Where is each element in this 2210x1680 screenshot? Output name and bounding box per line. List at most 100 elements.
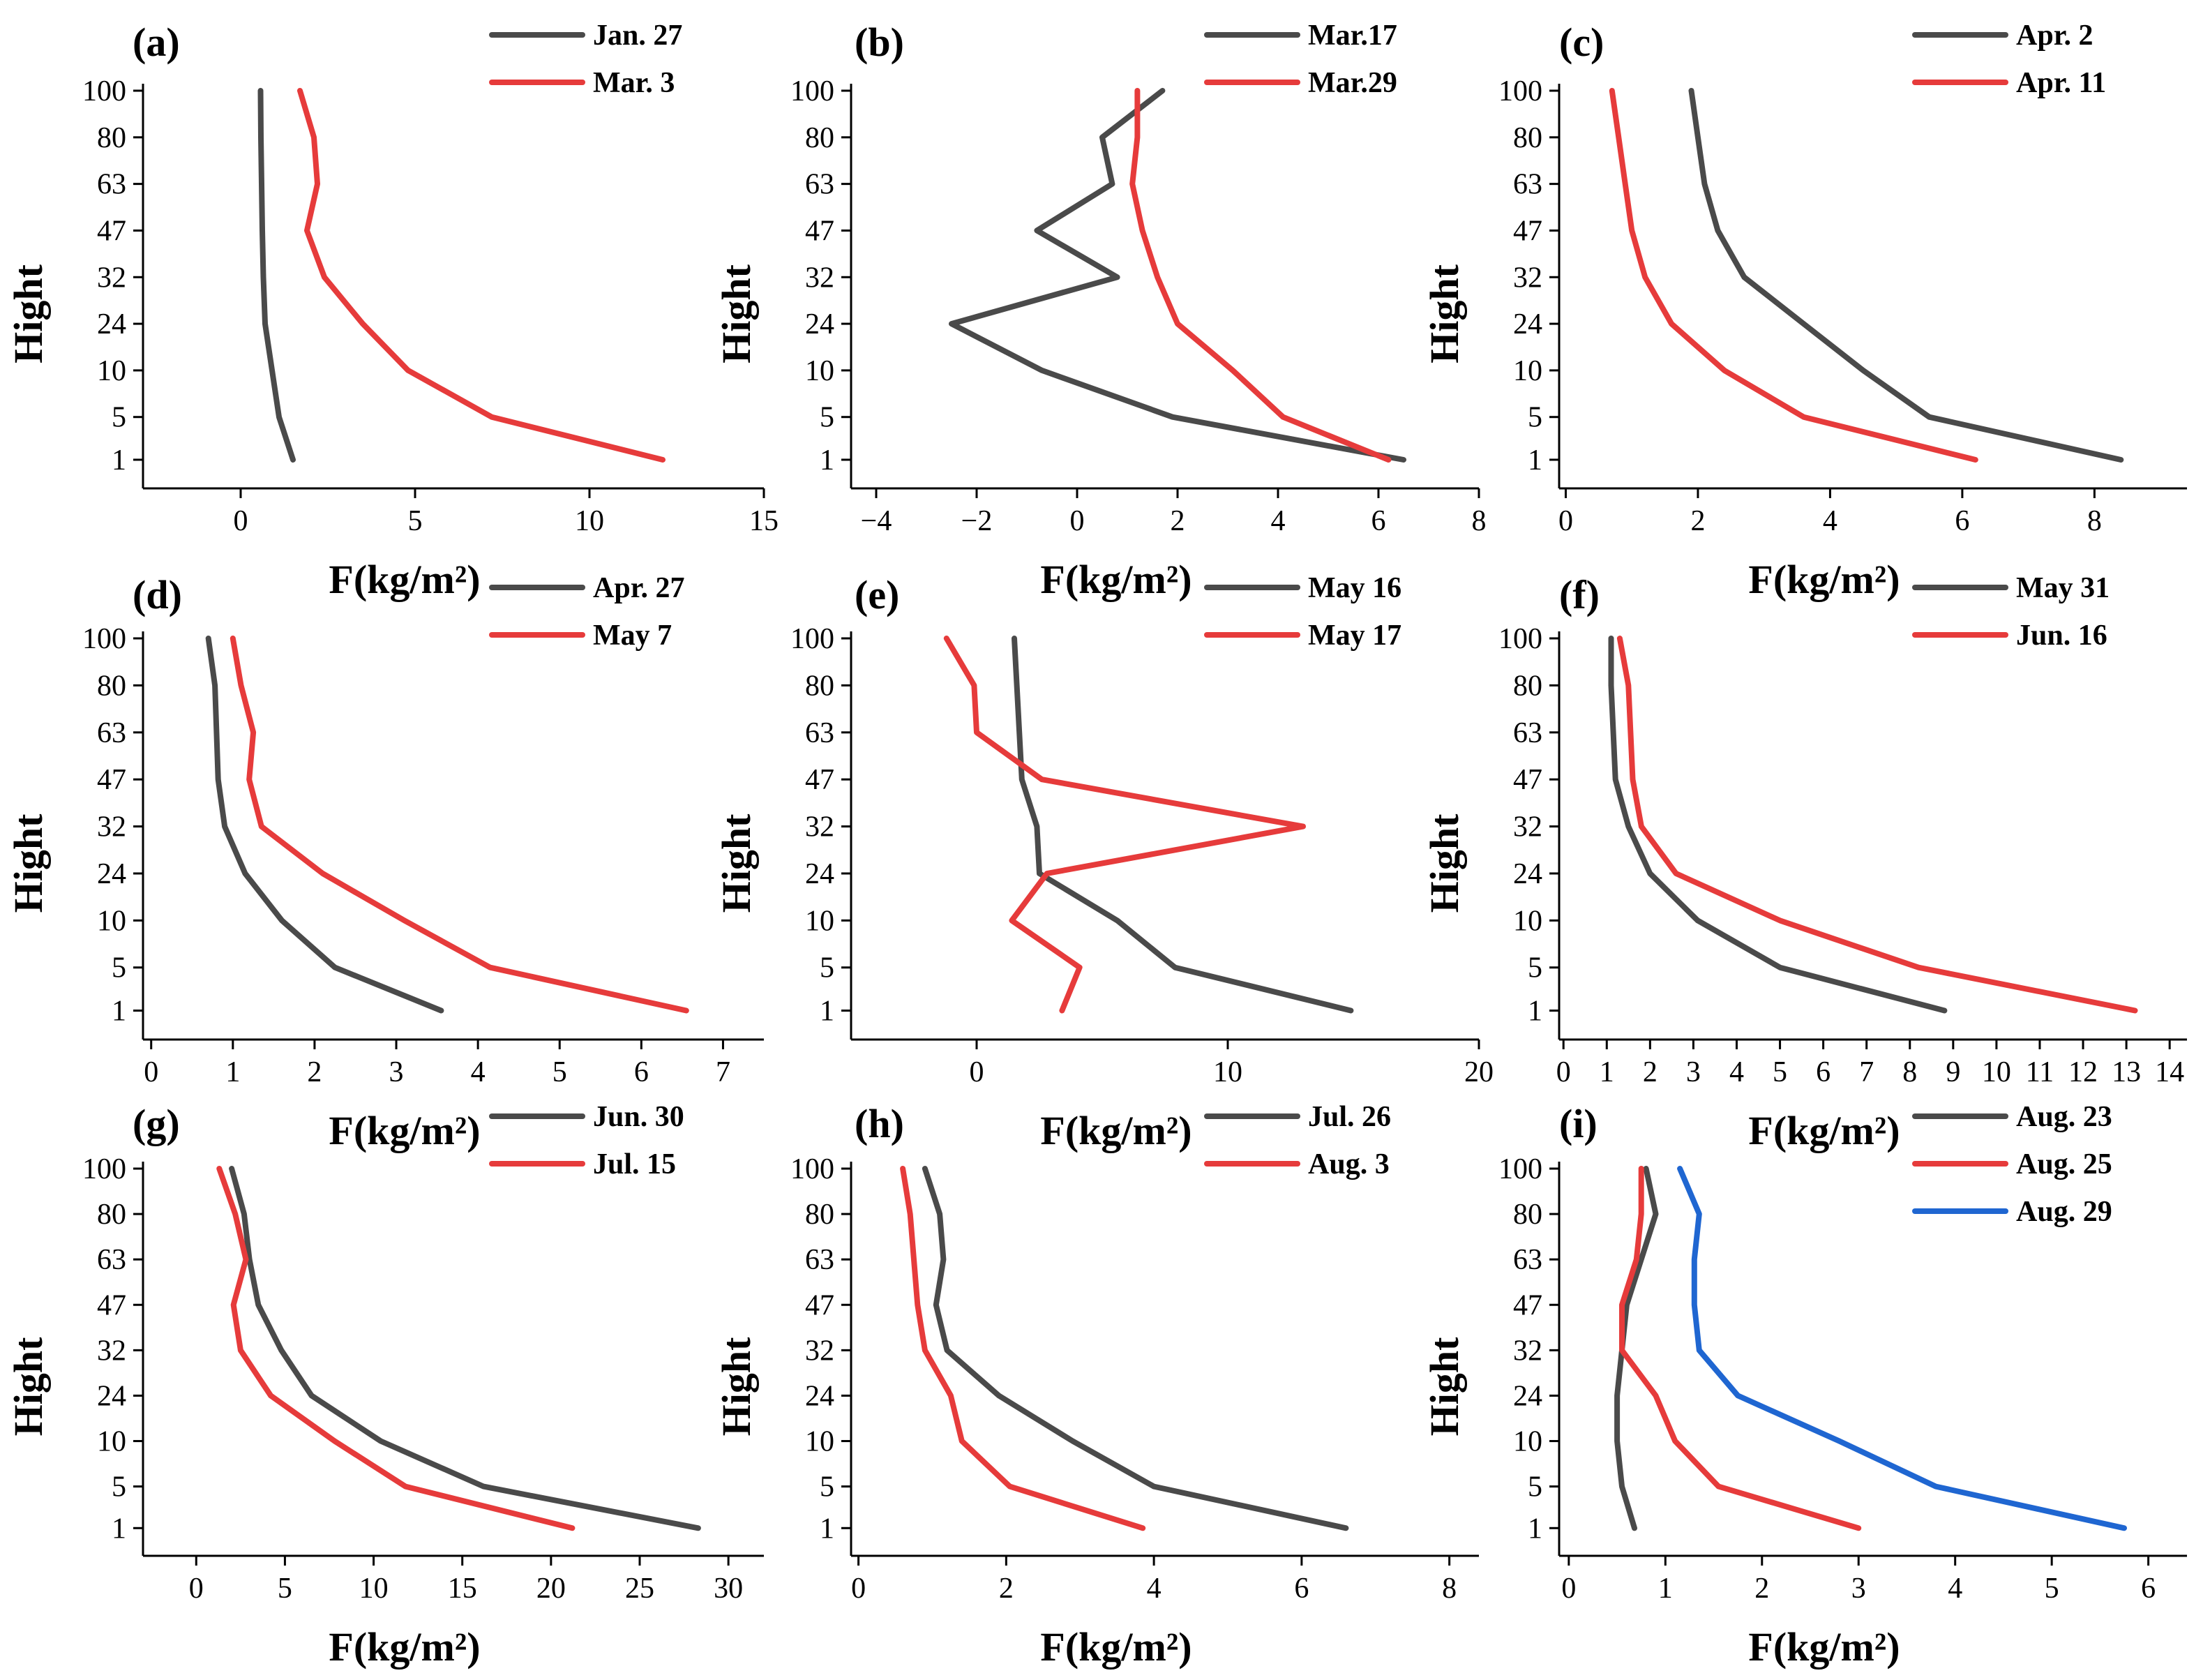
series-line-2 [230,636,689,1014]
y-tick-label: 80 [1513,122,1542,154]
x-tick-label: 10 [1982,1056,2011,1088]
y-tick-label: 100 [1498,1153,1542,1185]
x-tick-label: 3 [1686,1056,1701,1088]
x-tick-label: 2 [1171,505,1185,537]
x-tick-label: 0 [1556,1056,1571,1088]
series-line-2 [1129,88,1392,463]
y-tick-label: 24 [97,1380,126,1412]
y-axis-title: Hight [6,813,51,913]
panel-letter: (g) [133,1101,180,1146]
y-tick-label: 100 [790,1153,834,1185]
y-tick-label: 80 [1513,1199,1542,1231]
x-axis-title: F(kg/m²) [1748,1624,1900,1670]
x-tick-label: 20 [536,1573,566,1605]
y-tick-label: 63 [97,717,126,749]
x-tick-label: 0 [970,1056,984,1088]
y-tick-label: 100 [1498,75,1542,107]
y-tick-label: 47 [97,215,126,247]
x-axis-title: F(kg/m²) [1040,557,1192,602]
x-tick-label: 1 [1658,1573,1673,1605]
x-tick-label: 6 [634,1056,649,1088]
x-tick-label: 15 [749,505,779,537]
x-tick-label: 4 [1729,1056,1744,1088]
y-tick-label: 47 [1513,215,1542,247]
x-tick-label: 6 [1294,1573,1309,1605]
x-tick-label: 7 [1859,1056,1874,1088]
y-axis-title: Hight [1422,1337,1467,1436]
y-tick-label: 80 [805,122,834,154]
y-tick-label: 5 [1528,952,1542,984]
y-tick-label: 80 [97,1199,126,1231]
y-tick-label: 47 [805,1289,834,1321]
y-tick-label: 1 [820,1513,834,1545]
series-line-2 [900,1166,1146,1531]
x-tick-label: 4 [1823,505,1837,537]
x-tick-label: 4 [1271,505,1286,537]
x-tick-label: 6 [1955,505,1969,537]
x-axis-title: F(kg/m²) [1040,1624,1192,1670]
x-axis-title: F(kg/m²) [329,1108,480,1153]
series-line-2 [1619,1166,1862,1531]
y-tick-label: 47 [805,764,834,796]
legend-label: Aug. 3 [1308,1148,1390,1180]
x-tick-label: −4 [861,505,892,537]
x-tick-label: 0 [1070,505,1085,537]
x-tick-label: 10 [1213,1056,1242,1088]
legend-label: Jun. 16 [2016,620,2107,652]
y-tick-label: 80 [805,1199,834,1231]
x-tick-label: 2 [999,1573,1014,1605]
panel-letter: (h) [855,1101,904,1146]
x-tick-label: 8 [1902,1056,1917,1088]
x-tick-label: −2 [961,505,993,537]
y-tick-label: 24 [97,308,126,340]
x-tick-label: 0 [144,1056,158,1088]
x-tick-label: 1 [225,1056,240,1088]
y-tick-label: 24 [805,308,834,340]
panel-letter: (e) [855,572,899,617]
x-tick-label: 2 [1754,1573,1769,1605]
legend-label: Jan. 27 [593,20,682,52]
y-tick-label: 80 [805,670,834,702]
series-line-1 [949,88,1406,463]
legend-label: Apr. 27 [593,572,684,604]
x-tick-label: 10 [359,1573,389,1605]
x-tick-label: 0 [1561,1573,1576,1605]
y-tick-label: 47 [97,1289,126,1321]
y-tick-label: 47 [1513,764,1542,796]
y-tick-label: 5 [820,952,834,984]
x-tick-label: 4 [1948,1573,1962,1605]
x-tick-label: 6 [1816,1056,1831,1088]
y-tick-label: 24 [805,858,834,890]
series-line-1 [922,1166,1349,1531]
y-tick-label: 10 [1513,1426,1542,1458]
x-tick-label: 3 [1851,1573,1866,1605]
y-tick-label: 63 [805,169,834,201]
legend-label: Mar.17 [1308,20,1397,52]
y-tick-label: 80 [97,670,126,702]
y-tick-label: 24 [1513,858,1542,890]
y-tick-label: 5 [112,952,126,984]
legend-label: Jun. 30 [593,1101,684,1133]
x-tick-label: 2 [1643,1056,1658,1088]
x-axis-title: F(kg/m²) [1040,1108,1192,1153]
legend-label: Aug. 29 [2016,1196,2112,1228]
legend-label: Mar.29 [1308,67,1397,99]
x-axis-title: F(kg/m²) [329,1624,480,1670]
y-tick-label: 63 [97,169,126,201]
x-tick-label: 2 [307,1056,322,1088]
y-tick-label: 10 [1513,905,1542,937]
y-tick-label: 24 [805,1380,834,1412]
x-tick-label: 30 [714,1573,743,1605]
y-tick-label: 63 [1513,169,1542,201]
y-tick-label: 1 [1528,1513,1542,1545]
y-tick-label: 63 [1513,717,1542,749]
legend-label: Apr. 11 [2016,67,2106,99]
y-tick-label: 1 [112,996,126,1028]
y-axis-title: Hight [1422,813,1467,913]
x-tick-label: 6 [1371,505,1386,537]
y-tick-label: 10 [1513,355,1542,387]
